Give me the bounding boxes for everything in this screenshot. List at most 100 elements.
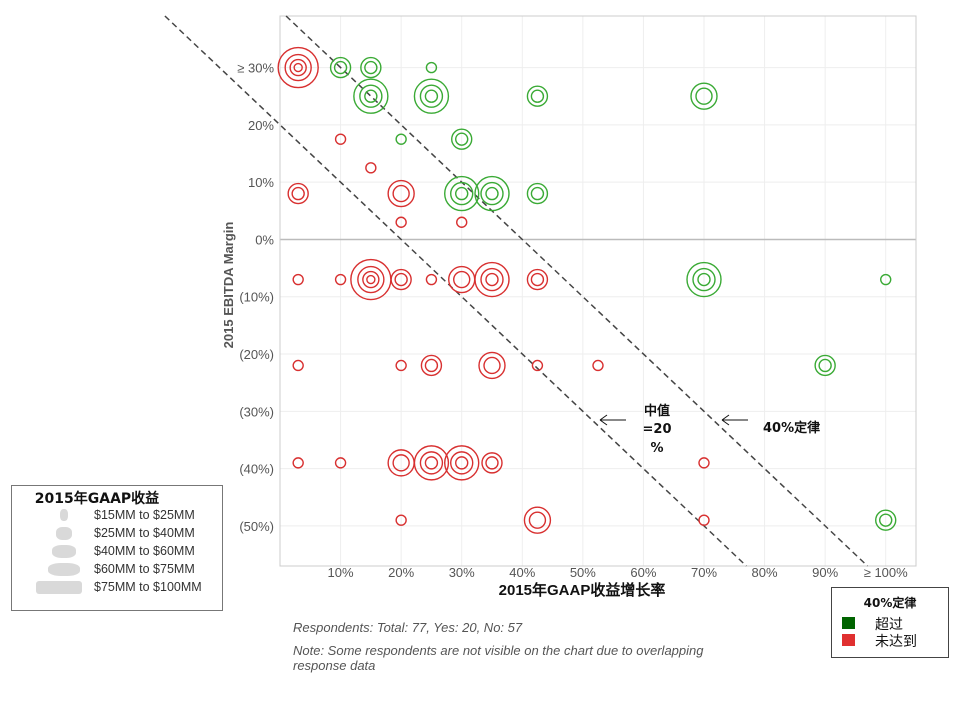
bubble-miss bbox=[365, 162, 377, 174]
size-legend-label: $60MM to $75MM bbox=[94, 562, 195, 576]
bubble-ring bbox=[455, 456, 469, 470]
bubble-ring bbox=[451, 128, 473, 150]
bubble-exceed bbox=[451, 128, 473, 150]
bubble-ring bbox=[485, 456, 499, 470]
bubble-ring bbox=[444, 445, 480, 481]
bubble-ring bbox=[444, 175, 480, 212]
bubble-exceed bbox=[686, 261, 722, 298]
bubble-ring bbox=[334, 133, 347, 145]
median-annotation-line1: 中值 bbox=[644, 403, 670, 419]
bubble-miss bbox=[478, 351, 506, 380]
size-legend-item: $75MM to $100MM bbox=[12, 579, 222, 597]
bubble-ring bbox=[455, 132, 469, 146]
bubble-ring bbox=[334, 273, 347, 286]
x-tick-label: 20% bbox=[388, 565, 414, 580]
x-tick-label: 40% bbox=[509, 565, 535, 580]
bubble-ring bbox=[425, 61, 438, 74]
bubble-miss bbox=[390, 268, 412, 291]
bubble-miss bbox=[413, 445, 450, 481]
x-tick-label: 80% bbox=[752, 565, 778, 580]
size-swatch bbox=[36, 581, 82, 594]
bubble-ring bbox=[395, 359, 407, 372]
bubble-miss bbox=[292, 359, 304, 372]
bubble-ring bbox=[697, 272, 711, 287]
bubble-miss bbox=[277, 46, 319, 89]
bubble-ring bbox=[419, 451, 444, 475]
status-legend-label-miss: 未达到 bbox=[875, 634, 917, 650]
bubble-ring bbox=[526, 182, 549, 205]
bubble-miss bbox=[425, 273, 438, 286]
bubble-ring bbox=[455, 186, 469, 201]
bubble-ring bbox=[392, 454, 410, 472]
bubble-ring bbox=[875, 509, 897, 531]
bubble-ring bbox=[394, 272, 408, 287]
bubble-ring bbox=[292, 359, 304, 372]
y-tick-label: (10%) bbox=[239, 290, 274, 305]
bubble-ring bbox=[530, 186, 545, 201]
status-legend-item-exceed: 超过 bbox=[842, 614, 942, 633]
bubble-ring bbox=[526, 85, 549, 107]
bubble-ring bbox=[395, 133, 407, 145]
bubble-ring bbox=[413, 78, 450, 114]
bubble-miss bbox=[350, 258, 392, 301]
bubble-ring bbox=[531, 359, 544, 372]
bubble-exceed bbox=[690, 82, 718, 110]
plot-border bbox=[279, 15, 917, 567]
bubble-miss bbox=[592, 359, 604, 372]
x-tick-label: 70% bbox=[691, 565, 717, 580]
bubble-ring bbox=[453, 270, 471, 289]
bubble-exceed bbox=[413, 78, 450, 114]
bubble-ring bbox=[478, 351, 506, 380]
bubble-ring bbox=[387, 179, 415, 208]
size-swatch bbox=[52, 545, 76, 558]
bubble-ring bbox=[818, 358, 832, 373]
bubble-ring bbox=[365, 162, 377, 174]
size-legend-item: $25MM to $40MM bbox=[12, 525, 222, 543]
bubble-ring bbox=[686, 261, 722, 298]
bubble-ring bbox=[289, 58, 307, 77]
bubble-ring bbox=[390, 268, 412, 291]
bubble-ring bbox=[395, 216, 407, 228]
x-tick-label: 50% bbox=[570, 565, 596, 580]
status-legend-label-exceed: 超过 bbox=[875, 617, 903, 633]
miss-swatch bbox=[842, 634, 855, 646]
overlap-note-line1: Note: Some respondents are not visible o… bbox=[293, 643, 704, 658]
bubble-ring bbox=[530, 272, 545, 287]
bubble-ring bbox=[420, 354, 443, 377]
size-legend-item: $60MM to $75MM bbox=[12, 561, 222, 579]
bubble-ring bbox=[291, 186, 305, 201]
x-tick-label: 60% bbox=[630, 565, 656, 580]
bubble-exceed bbox=[444, 175, 480, 212]
bubble-exceed bbox=[526, 85, 549, 107]
x-tick-label: 90% bbox=[812, 565, 838, 580]
chart-grid bbox=[280, 16, 916, 566]
bubble-ring bbox=[879, 513, 893, 527]
bubble-ring bbox=[333, 60, 348, 75]
median-annotation-line3: % bbox=[650, 441, 663, 456]
y-tick-label: 20% bbox=[248, 118, 274, 133]
bubble-miss bbox=[420, 354, 443, 377]
bubble-ring bbox=[366, 274, 376, 285]
bubble-exceed bbox=[880, 273, 892, 286]
median-annotation-line2: =20 bbox=[643, 422, 672, 437]
bubble-ring bbox=[456, 216, 468, 228]
bubble-ring bbox=[364, 60, 378, 75]
bubble-ring bbox=[814, 354, 836, 377]
size-legend-item: $40MM to $60MM bbox=[12, 543, 222, 561]
bubble-ring bbox=[523, 506, 552, 534]
bubble-ring bbox=[362, 270, 380, 289]
bubble-miss bbox=[456, 216, 468, 228]
axis-ticks: 10% 20% 30% 40% 50% 60% 70% 80% 90% ≥ 100% ≥ 30% 20… bbox=[237, 61, 908, 580]
x-tick-label: 30% bbox=[449, 565, 475, 580]
bubble-ring bbox=[485, 272, 499, 287]
bubble-miss bbox=[334, 133, 347, 145]
bubble-miss bbox=[334, 273, 347, 286]
bubble-miss bbox=[698, 514, 710, 526]
y-tick-label: ≥ 30% bbox=[237, 61, 274, 76]
bubble-ring bbox=[395, 514, 407, 526]
y-tick-label: 0% bbox=[255, 232, 274, 247]
bubble-miss bbox=[531, 359, 544, 372]
bubble-ring bbox=[481, 452, 503, 474]
size-legend-label: $75MM to $100MM bbox=[94, 580, 202, 594]
